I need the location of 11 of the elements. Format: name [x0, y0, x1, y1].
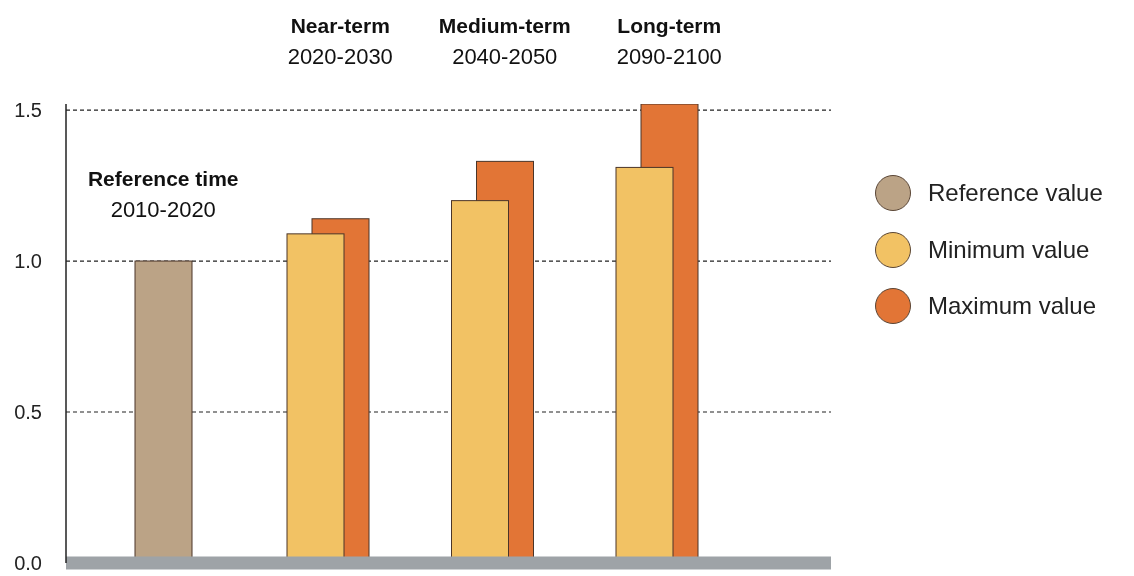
x-tick-label: Medium-term 2040-2050 [438, 14, 571, 69]
y-tick-label: 1.5 [14, 99, 42, 122]
legend-label: Reference value [928, 179, 1103, 208]
legend-label: Minimum value [928, 235, 1090, 264]
x-tick-label: Near-term 2020-2030 [287, 14, 393, 69]
x-tick-label: Long-term 2090-2100 [616, 14, 722, 69]
legend-label: Maximum value [928, 292, 1097, 321]
y-tick-label: 1.0 [14, 250, 42, 273]
y-tick-label: 0.5 [14, 401, 42, 424]
x-tick-label: Reference time 2010-2020 [87, 167, 239, 223]
y-tick-label: 0.0 [14, 552, 42, 575]
